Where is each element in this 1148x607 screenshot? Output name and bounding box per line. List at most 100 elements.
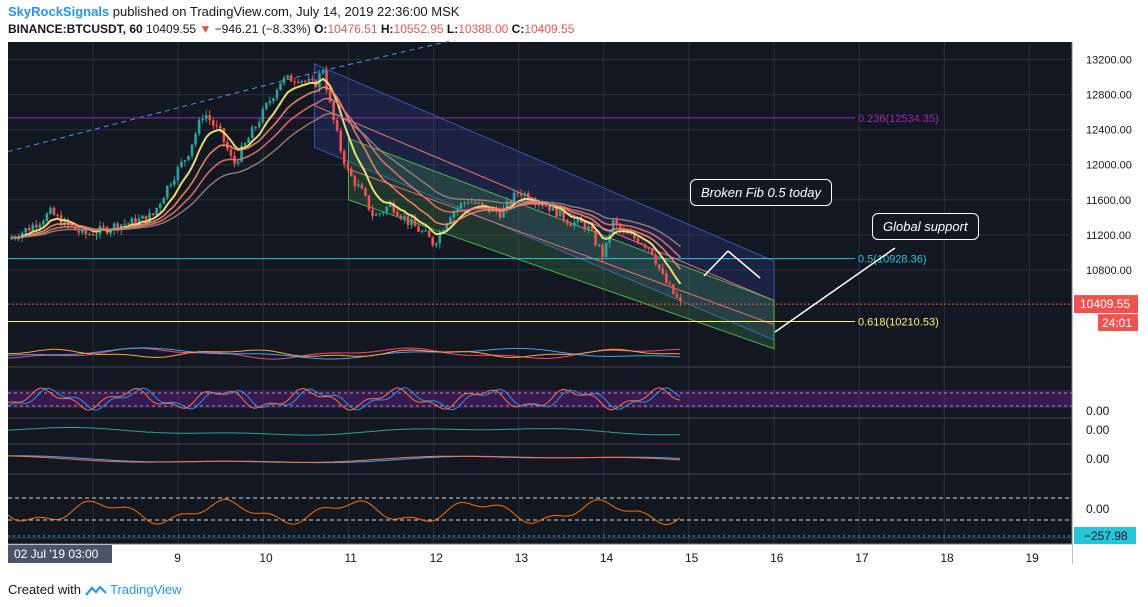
x-tick-label: 15 xyxy=(685,551,699,565)
candle-body xyxy=(300,80,304,83)
candle-body xyxy=(618,224,622,230)
candle-body xyxy=(81,228,84,233)
candle-body xyxy=(388,203,392,207)
candle-body xyxy=(346,164,350,169)
candle-body xyxy=(420,231,424,233)
candle-body xyxy=(240,145,243,162)
candle-body xyxy=(63,219,66,226)
candle-body xyxy=(403,216,406,219)
candle-body xyxy=(357,184,360,186)
x-tick-label: 19 xyxy=(1025,551,1039,565)
annotation-pointer xyxy=(774,247,896,333)
candle-body xyxy=(162,197,166,204)
candle-body xyxy=(134,218,137,226)
candle-body xyxy=(466,202,470,204)
candle-body xyxy=(516,192,519,194)
cursor-date-label: 02 Jul '19 03:00 xyxy=(14,547,99,561)
candle-body xyxy=(339,130,342,152)
y-tick-label: 12400.00 xyxy=(1086,125,1132,137)
candle-body xyxy=(544,205,548,207)
candle-body xyxy=(519,193,523,196)
candle-body xyxy=(434,243,438,246)
y-tick-label: 10800.00 xyxy=(1086,265,1132,277)
pane-value-label: 0.00 xyxy=(1086,502,1110,516)
candle-body xyxy=(342,151,346,165)
candle-body xyxy=(562,208,565,220)
annotation-broken-fib[interactable]: Broken Fib 0.5 today xyxy=(690,179,832,206)
candle-body xyxy=(208,115,212,121)
candle-body xyxy=(374,214,378,216)
candle-body xyxy=(360,184,364,189)
candle-body xyxy=(587,226,590,230)
candle-body xyxy=(371,209,374,216)
candle-body xyxy=(279,83,282,91)
candle-body xyxy=(502,208,505,218)
candle-body xyxy=(675,294,679,298)
candle-body xyxy=(470,202,473,204)
author-link[interactable]: SkyRockSignals xyxy=(8,4,110,19)
candle-body xyxy=(594,230,597,246)
candle-body xyxy=(480,202,484,205)
candle-body xyxy=(197,119,201,134)
candle-body xyxy=(350,168,353,177)
candle-body xyxy=(257,122,261,128)
last-price-label: 10409.55 xyxy=(1080,297,1130,311)
candle-body xyxy=(123,223,127,225)
candle-body xyxy=(392,203,396,213)
candle-body xyxy=(286,75,289,78)
candle-body xyxy=(406,216,410,226)
candle-body xyxy=(296,81,300,83)
tradingview-brand-link[interactable]: TradingView xyxy=(110,582,182,597)
candle-body xyxy=(477,202,481,204)
fib-level-label: 0.236(12534.35) xyxy=(858,113,939,125)
candle-body xyxy=(243,143,247,146)
moving-average-line xyxy=(11,97,682,259)
candle-body xyxy=(555,204,558,217)
candle-body xyxy=(399,215,403,219)
candle-body xyxy=(215,125,219,127)
candle-body xyxy=(643,244,647,248)
candle-body xyxy=(84,228,88,235)
candle-body xyxy=(321,70,325,74)
candle-body xyxy=(622,229,626,231)
candle-body xyxy=(526,193,530,201)
price-chart[interactable]: 13200.00 12800.00 12400.00 12000.00 11600.00… xyxy=(0,40,1148,572)
candle-body xyxy=(396,212,399,216)
candle-body xyxy=(679,297,682,302)
candle-body xyxy=(661,268,665,274)
open-value: 10476.51 xyxy=(327,22,378,36)
candle-body xyxy=(445,223,449,231)
candle-body xyxy=(569,223,573,227)
candle-body xyxy=(116,223,120,230)
tradingview-logo-icon xyxy=(84,584,107,596)
candle-body xyxy=(254,127,258,129)
candle-body xyxy=(127,223,130,225)
candle-body xyxy=(141,215,144,219)
candle-body xyxy=(158,203,162,208)
pane-value-label: 0.00 xyxy=(1086,404,1110,418)
candle-body xyxy=(583,222,587,230)
candle-body xyxy=(204,115,208,119)
candle-body xyxy=(49,207,52,214)
oscillator-line xyxy=(7,499,681,525)
candle-body xyxy=(307,78,311,82)
candle-body xyxy=(633,233,636,239)
candle-body xyxy=(353,176,357,186)
oscillator-line xyxy=(7,427,681,436)
candle-body xyxy=(647,247,650,249)
fib-level-label: 0.5(10928.36) xyxy=(858,254,927,266)
candle-body xyxy=(367,195,371,210)
candle-body xyxy=(523,193,527,196)
cursor-date-tag xyxy=(8,545,112,563)
candle-body xyxy=(180,161,183,168)
symbol-label: BINANCE:BTCUSDT, 60 xyxy=(8,22,143,36)
candle-body xyxy=(211,120,215,126)
candle-body xyxy=(332,101,335,121)
candle-body xyxy=(442,230,445,233)
countdown-tag xyxy=(1098,314,1138,332)
candle-body xyxy=(130,218,134,224)
candle-body xyxy=(580,219,583,223)
candle-body xyxy=(452,211,456,218)
annotation-global-support[interactable]: Global support xyxy=(872,213,979,240)
created-with-text: Created with xyxy=(8,582,81,597)
